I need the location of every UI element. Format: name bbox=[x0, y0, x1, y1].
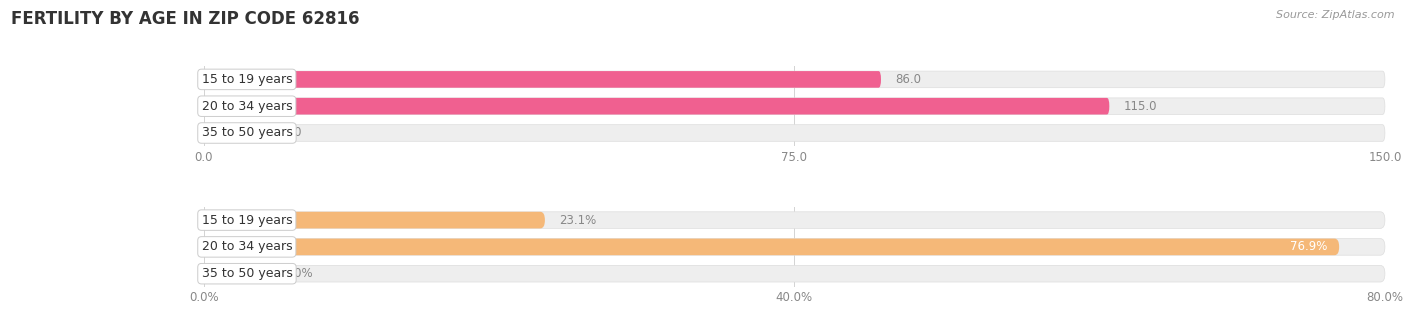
FancyBboxPatch shape bbox=[204, 71, 882, 88]
Text: 15 to 19 years: 15 to 19 years bbox=[201, 73, 292, 86]
FancyBboxPatch shape bbox=[204, 239, 1385, 255]
Text: 15 to 19 years: 15 to 19 years bbox=[201, 214, 292, 227]
Text: FERTILITY BY AGE IN ZIP CODE 62816: FERTILITY BY AGE IN ZIP CODE 62816 bbox=[11, 10, 360, 28]
FancyBboxPatch shape bbox=[204, 98, 1109, 115]
Text: 115.0: 115.0 bbox=[1123, 100, 1157, 113]
Text: 0.0%: 0.0% bbox=[283, 267, 312, 280]
FancyBboxPatch shape bbox=[204, 212, 546, 228]
Text: 35 to 50 years: 35 to 50 years bbox=[201, 126, 292, 140]
FancyBboxPatch shape bbox=[204, 125, 1385, 141]
FancyBboxPatch shape bbox=[204, 239, 1339, 255]
Text: 0.0: 0.0 bbox=[283, 126, 301, 140]
FancyBboxPatch shape bbox=[204, 98, 1385, 115]
Text: 20 to 34 years: 20 to 34 years bbox=[201, 100, 292, 113]
Text: Source: ZipAtlas.com: Source: ZipAtlas.com bbox=[1277, 10, 1395, 20]
Text: 86.0: 86.0 bbox=[896, 73, 921, 86]
Text: 20 to 34 years: 20 to 34 years bbox=[201, 240, 292, 253]
Text: 35 to 50 years: 35 to 50 years bbox=[201, 267, 292, 280]
Text: 23.1%: 23.1% bbox=[560, 214, 596, 227]
FancyBboxPatch shape bbox=[204, 265, 1385, 282]
FancyBboxPatch shape bbox=[204, 212, 1385, 228]
Text: 76.9%: 76.9% bbox=[1289, 240, 1327, 253]
FancyBboxPatch shape bbox=[204, 71, 1385, 88]
